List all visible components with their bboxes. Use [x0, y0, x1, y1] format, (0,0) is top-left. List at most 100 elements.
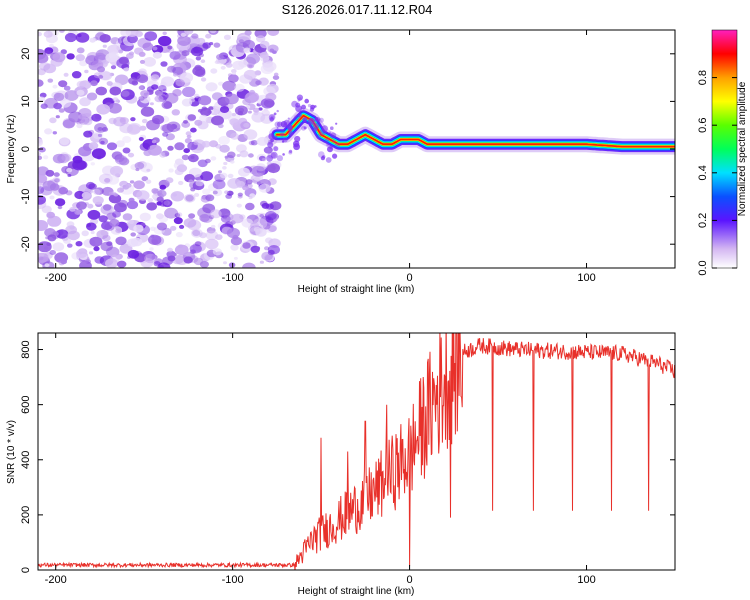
noise-blob [166, 121, 181, 133]
noise-blob [76, 47, 85, 54]
noise-blob [226, 227, 240, 239]
noise-blob [167, 65, 176, 73]
noise-blob [216, 54, 224, 60]
ridge-speckle [332, 139, 336, 143]
noise-blob [188, 213, 196, 219]
noise-blob [78, 146, 92, 157]
noise-blob [54, 178, 60, 183]
noise-blob [263, 146, 273, 154]
ridge-speckle [273, 146, 279, 152]
noise-blob [89, 236, 103, 247]
noise-blob [188, 179, 194, 184]
noise-blob [83, 118, 93, 126]
noise-blob [119, 243, 133, 254]
noise-blob [88, 142, 99, 150]
ridge-speckle [314, 105, 317, 108]
noise-blob [164, 152, 170, 156]
noise-blob [117, 187, 124, 193]
noise-blob [189, 244, 202, 254]
noise-blob [146, 202, 158, 211]
noise-blob [238, 60, 249, 68]
noise-blob [85, 55, 99, 66]
noise-blob [72, 159, 87, 171]
noise-blob [58, 108, 65, 113]
noise-blob [143, 92, 148, 96]
y-tick-label: -10 [20, 189, 32, 205]
noise-blob [267, 163, 280, 174]
noise-blob [224, 190, 229, 194]
noise-blob [197, 108, 203, 113]
colorbar-tick-label: 0.6 [697, 118, 709, 133]
noise-blob [75, 241, 83, 247]
ridge-speckle [276, 109, 279, 113]
noise-blob [59, 30, 65, 33]
noise-blob [43, 63, 57, 74]
noise-blob [106, 142, 118, 151]
y-tick-label: 10 [20, 95, 32, 107]
noise-blob [202, 188, 211, 195]
noise-blob [59, 98, 72, 108]
noise-blob [246, 53, 260, 65]
noise-blob [258, 183, 271, 193]
noise-blob [44, 50, 52, 56]
noise-blob [38, 195, 46, 205]
noise-blob [76, 201, 87, 210]
noise-blob [242, 39, 256, 50]
noise-blob [157, 189, 167, 198]
noise-blob [243, 69, 257, 80]
noise-blob [183, 120, 188, 124]
noise-blob [259, 214, 265, 218]
noise-blob [142, 42, 154, 51]
noise-blob [224, 93, 239, 105]
ridge-speckle [316, 134, 322, 139]
noise-blob [220, 65, 226, 70]
noise-blob [170, 225, 177, 231]
ridge-speckle [315, 117, 319, 120]
noise-blob [44, 263, 50, 267]
noise-blob [233, 256, 238, 260]
noise-blob [154, 95, 164, 103]
noise-blob [104, 178, 111, 183]
noise-blob [170, 191, 185, 202]
noise-blob [92, 196, 104, 205]
noise-blob [52, 52, 66, 63]
noise-blob [38, 79, 44, 87]
noise-blob [193, 93, 200, 99]
noise-blob [273, 72, 279, 77]
noise-blob [156, 213, 164, 220]
x-tick-label: -200 [45, 574, 67, 586]
noise-blob [58, 80, 68, 88]
noise-blob [248, 196, 253, 200]
ridge-speckle [302, 117, 308, 123]
y-tick-label: 400 [20, 451, 32, 469]
snr-ylabel: SNR (10 * v/v) [6, 420, 17, 484]
noise-blob [91, 148, 106, 160]
noise-blob [55, 229, 69, 239]
x-tick-label: -100 [222, 272, 244, 284]
noise-blob [174, 142, 185, 151]
noise-blob [266, 161, 272, 166]
noise-blob [194, 241, 202, 247]
noise-blob [109, 165, 124, 177]
noise-blob [60, 259, 67, 265]
y-tick-label: 800 [20, 340, 32, 358]
noise-blob [251, 112, 266, 123]
noise-blob [136, 190, 150, 201]
noise-blob [195, 56, 202, 61]
noise-blob [106, 81, 113, 86]
noise-blob [39, 62, 51, 71]
ridge-speckle [267, 142, 274, 148]
y-tick-label: 0 [20, 567, 32, 573]
noise-blob [46, 211, 55, 219]
spectrogram-noise [38, 30, 282, 268]
ridge-speckle [332, 153, 338, 159]
x-tick-label: 0 [407, 272, 413, 284]
noise-blob [223, 161, 228, 166]
ridge-speckle [282, 153, 285, 156]
noise-blob [66, 167, 73, 173]
noise-blob [53, 102, 62, 110]
colorbar-ticks: 0.0 0.2 0.4 0.6 0.8 [697, 70, 737, 276]
noise-blob [114, 74, 129, 86]
x-tick-label: 0 [407, 574, 413, 586]
noise-blob [245, 179, 253, 185]
